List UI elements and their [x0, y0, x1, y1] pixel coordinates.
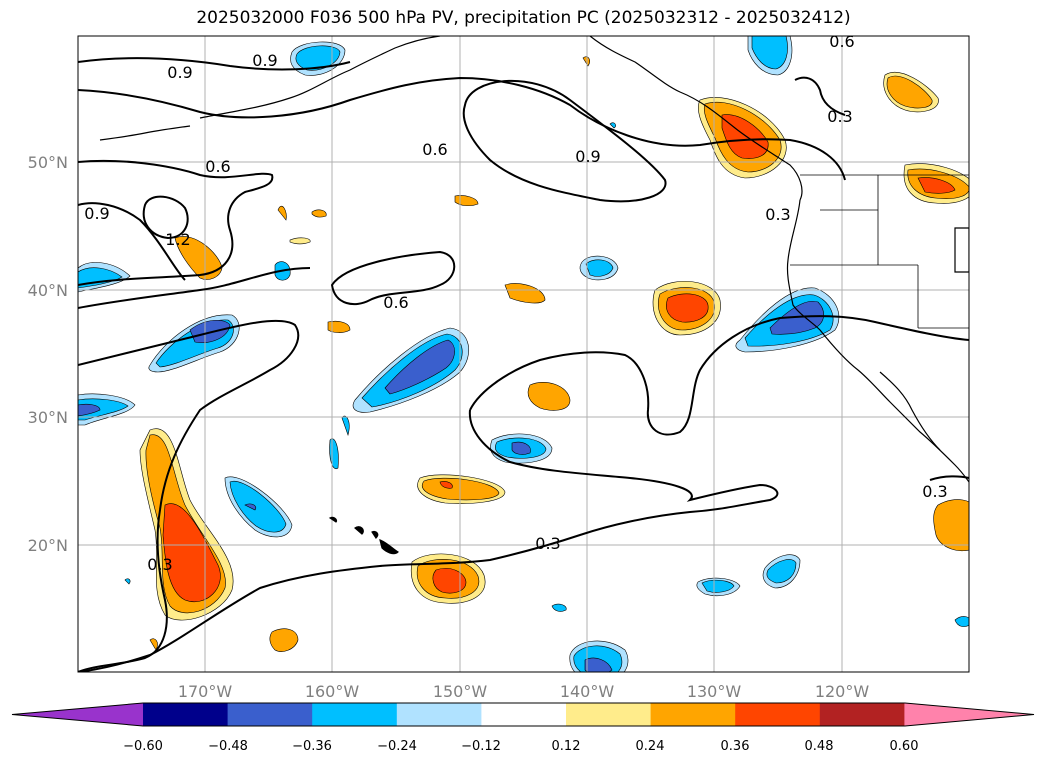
colorbar-tick-label: 0.60: [890, 739, 919, 754]
colorbar-outline: [11, 702, 1035, 727]
colorbar-tick-label: 0.36: [721, 739, 750, 754]
colorbar-cell: [650, 703, 736, 726]
lon-tick-label: 140°W: [560, 682, 615, 701]
lat-tick-labels: 50°N 40°N 30°N 20°N: [28, 153, 68, 555]
contour-label: 0.3: [147, 555, 172, 574]
lat-tick-label: 20°N: [28, 536, 68, 555]
lon-tick-label: 150°W: [433, 682, 488, 701]
contour-label: 0.3: [765, 205, 790, 224]
contour-label: 0.3: [922, 482, 947, 501]
colorbar-cell: [312, 703, 398, 726]
lat-tick-label: 50°N: [28, 153, 68, 172]
colorbar: −0.60 −0.48 −0.36 −0.24 −0.12 0.12 0.24 …: [11, 702, 1035, 754]
colorbar-cell: [227, 703, 313, 726]
negative-precip-blobs: [78, 36, 969, 672]
colorbar-tick-label: −0.24: [377, 739, 417, 754]
lon-tick-label: 130°W: [687, 682, 742, 701]
colorbar-tick-label: −0.36: [292, 739, 332, 754]
contour-label: 0.3: [827, 107, 852, 126]
colorbar-cell: [819, 703, 905, 726]
contour-label: 0.6: [205, 157, 230, 176]
colorbar-cell: [735, 703, 821, 726]
lon-tick-label: 160°W: [305, 682, 360, 701]
colorbar-tick-label: 0.48: [805, 739, 834, 754]
lat-tick-label: 40°N: [28, 281, 68, 300]
contour-label: 0.9: [575, 147, 600, 166]
colorbar-cell: [566, 703, 652, 726]
colorbar-tick-label: 0.12: [552, 739, 581, 754]
contour-label: 0.6: [383, 293, 408, 312]
lon-tick-labels: 170°W 160°W 150°W 140°W 130°W 120°W: [178, 682, 870, 701]
colorbar-tick-label: −0.12: [461, 739, 501, 754]
contour-label: 0.9: [252, 51, 277, 70]
borders: [790, 174, 969, 329]
colorbar-tick-labels: −0.60 −0.48 −0.36 −0.24 −0.12 0.12 0.24 …: [123, 739, 918, 754]
contour-label: 1.2: [165, 230, 190, 249]
colorbar-tick-label: 0.24: [636, 739, 665, 754]
map-panel: 0.9 0.9 0.6 0.6 0.9 0.6 0.9 1.2 0.3 0.3 …: [78, 32, 969, 672]
colorbar-tick-label: −0.48: [208, 739, 248, 754]
contour-label: 0.6: [829, 32, 854, 51]
lat-tick-label: 30°N: [28, 408, 68, 427]
colorbar-cell: [396, 703, 482, 726]
colorbar-cell: [481, 703, 567, 726]
contour-label: 0.6: [422, 140, 447, 159]
colorbar-tick-label: −0.60: [123, 739, 163, 754]
colorbar-cells: [12, 703, 1034, 726]
precip-shading: [78, 36, 969, 672]
colorbar-extend-low: [12, 703, 143, 726]
colorbar-cell: [143, 703, 229, 726]
colorbar-extend-high: [904, 703, 1034, 726]
contour-label: 0.9: [167, 63, 192, 82]
lon-tick-label: 120°W: [815, 682, 870, 701]
lon-tick-label: 170°W: [178, 682, 233, 701]
contour-label: 0.9: [84, 204, 109, 223]
map-title: 2025032000 F036 500 hPa PV, precipitatio…: [196, 8, 851, 28]
contour-labels: 0.9 0.9 0.6 0.6 0.9 0.6 0.9 1.2 0.3 0.3 …: [84, 32, 947, 574]
gridlines: [78, 36, 969, 672]
pv-contours: [78, 57, 969, 672]
map-frame: [77, 35, 970, 673]
positive-precip-blobs: [139, 56, 969, 652]
contour-label: 0.3: [535, 534, 560, 553]
coastlines: [99, 36, 969, 555]
